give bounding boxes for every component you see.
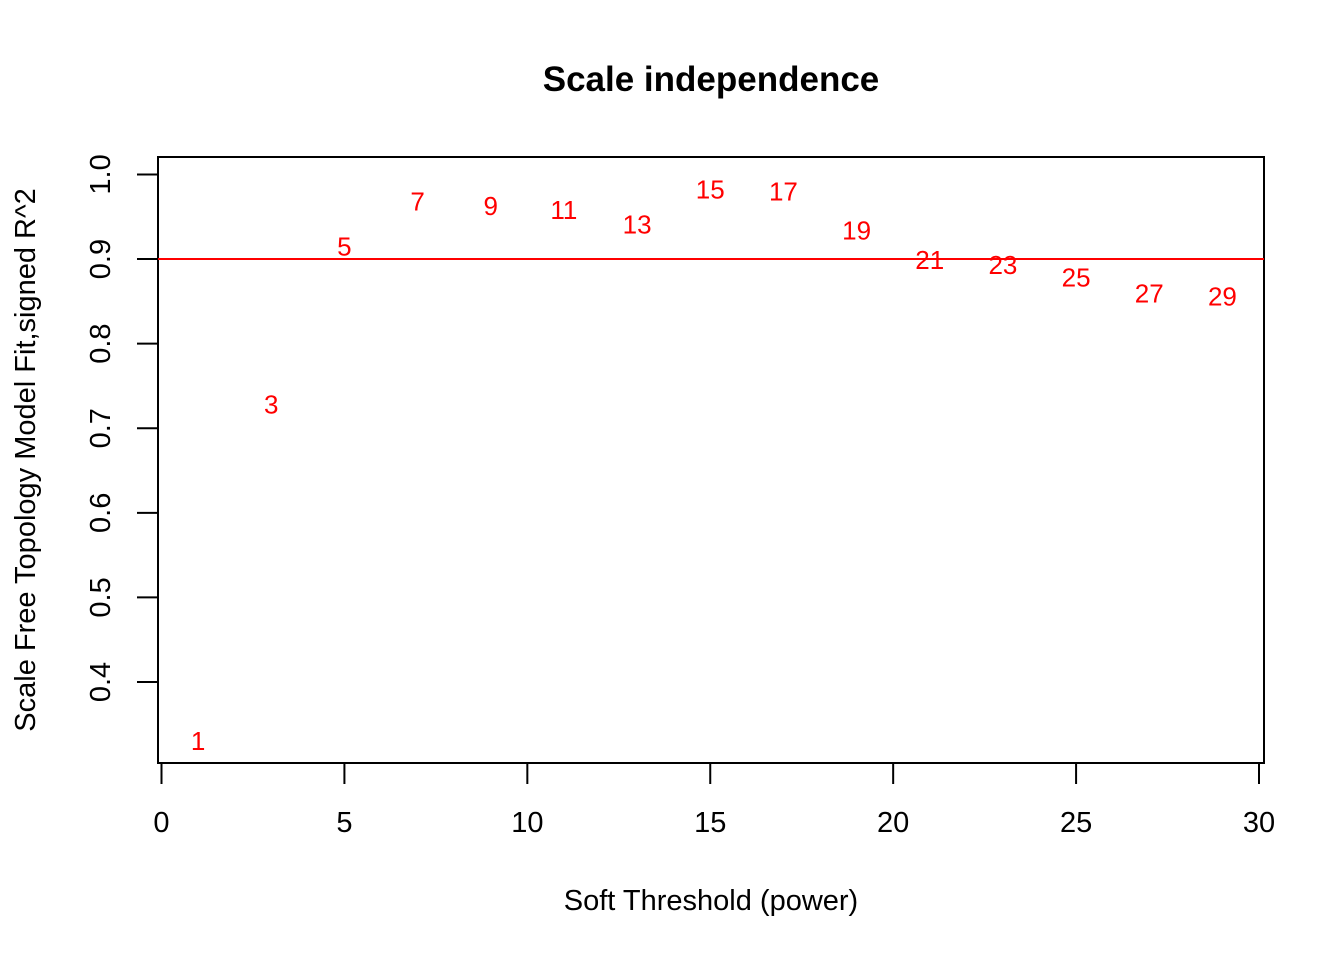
x-tick-label: 15 — [694, 807, 726, 839]
y-tick-label: 0.8 — [85, 323, 117, 363]
point-label-29: 29 — [1208, 281, 1237, 311]
point-label-3: 3 — [264, 390, 278, 420]
point-label-17: 17 — [769, 176, 798, 206]
x-tick-label: 0 — [153, 807, 169, 839]
y-tick-label: 0.9 — [85, 239, 117, 279]
x-tick-label: 10 — [511, 807, 543, 839]
point-label-19: 19 — [842, 215, 871, 245]
x-tick-label: 20 — [877, 807, 909, 839]
point-label-23: 23 — [988, 250, 1017, 280]
y-tick-label: 0.5 — [85, 577, 117, 617]
point-label-1: 1 — [191, 726, 205, 756]
y-tick-label: 1.0 — [85, 154, 117, 194]
point-label-11: 11 — [550, 195, 577, 225]
point-label-27: 27 — [1135, 279, 1164, 309]
x-tick-label: 25 — [1060, 807, 1092, 839]
y-axis: 0.4 0.5 0.6 0.7 0.8 0.9 1.0 — [85, 154, 159, 702]
point-label-25: 25 — [1062, 263, 1091, 293]
x-tick-label: 5 — [336, 807, 352, 839]
point-label-7: 7 — [410, 187, 424, 217]
chart-title: Scale independence — [543, 60, 880, 99]
x-axis-label: Soft Threshold (power) — [564, 885, 858, 917]
x-tick-label: 30 — [1243, 807, 1275, 839]
y-axis-label: Scale Free Topology Model Fit,signed R^2 — [10, 188, 42, 731]
x-axis: 0 5 10 15 20 25 30 — [153, 762, 1275, 839]
point-label-9: 9 — [484, 191, 498, 221]
point-label-15: 15 — [696, 175, 725, 205]
y-tick-label: 0.6 — [85, 493, 117, 533]
point-label-13: 13 — [623, 209, 652, 239]
plot-frame — [157, 156, 1265, 764]
point-label-21: 21 — [915, 245, 944, 275]
y-tick-label: 0.7 — [85, 408, 117, 448]
point-label-5: 5 — [337, 231, 351, 261]
y-tick-label: 0.4 — [85, 662, 117, 702]
